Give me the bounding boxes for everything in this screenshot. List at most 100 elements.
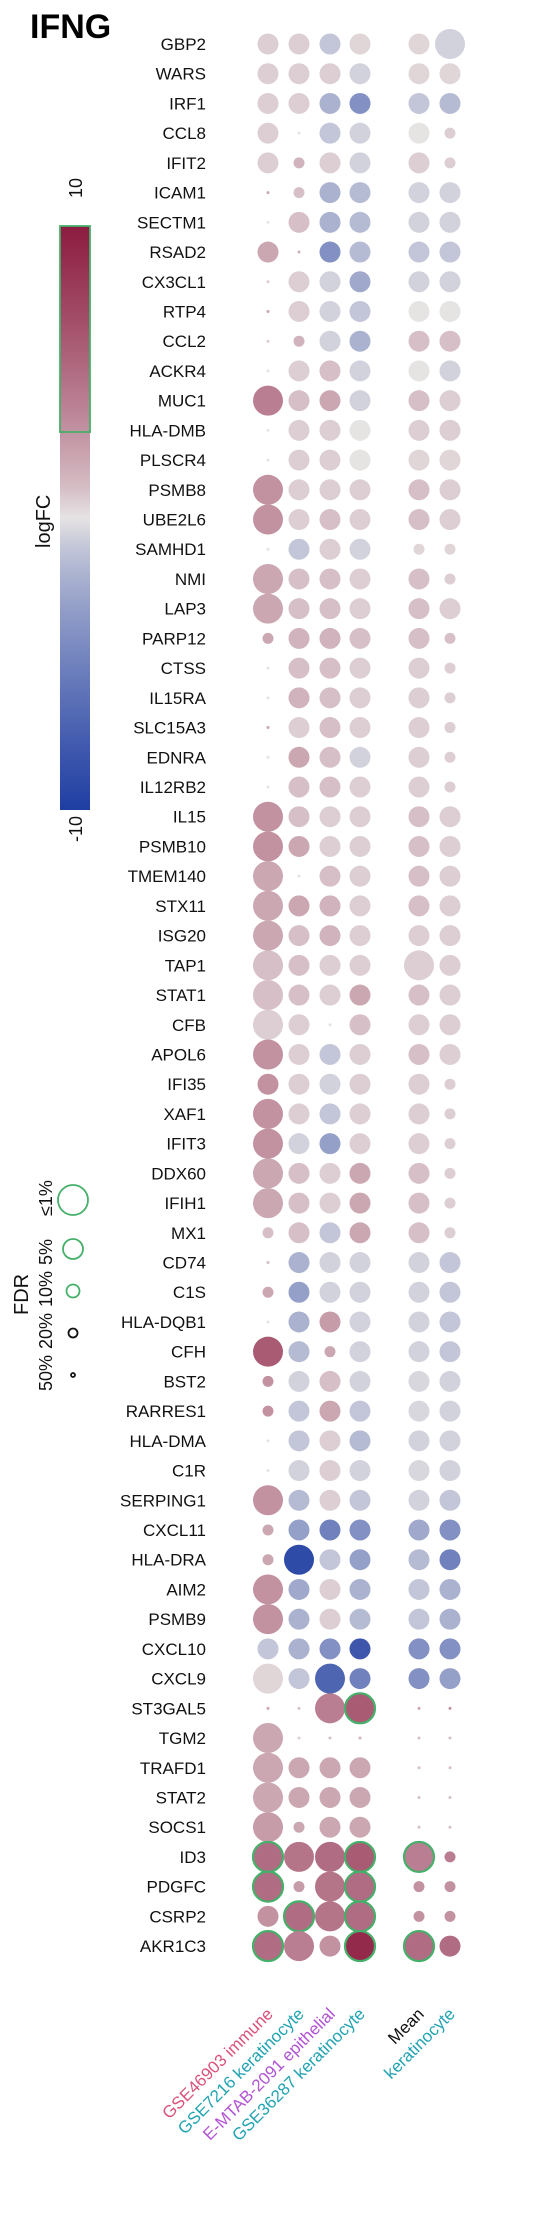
dot-il15ra-col4: [349, 687, 371, 709]
dot-ednra-col6: [444, 751, 456, 763]
dot-trafd1-col3: [319, 1757, 341, 1779]
dot-lap3-col3: [319, 598, 341, 620]
dot-hla-dma-col1: [266, 1439, 270, 1443]
dot-isg20-col3: [319, 925, 341, 947]
dot-stx11-col1: [253, 890, 283, 921]
dot-wars-col4: [349, 63, 371, 85]
dot-ifit3-col5: [408, 1133, 430, 1155]
dot-st3gal5-col2: [297, 1706, 301, 1710]
dot-ackr4-col3: [319, 360, 341, 382]
dot-csrp2-col5: [413, 1910, 425, 1922]
dot-tap1-col2: [288, 954, 310, 976]
dot-ddx60-col3: [319, 1162, 341, 1184]
dot-cx3cl1-col3: [319, 271, 341, 293]
dot-akr1c3-col4: [343, 1929, 377, 1963]
dot-rarres1-col3: [319, 1400, 341, 1422]
dot-bst2-col3: [319, 1370, 341, 1392]
dot-irf1-col6: [439, 92, 461, 114]
dot-sectm1-col3: [319, 211, 341, 233]
dot-ctss-col5: [408, 657, 430, 679]
dot-cd74-col1: [266, 1261, 270, 1265]
dot-ccl2-col4: [349, 330, 371, 352]
dot-samhd1-col4: [349, 538, 371, 560]
dot-ccl2-col2: [293, 335, 305, 347]
dot-cfb-col3: [328, 1023, 332, 1027]
dot-nmi-col2: [288, 568, 310, 590]
dot-apol6-col3: [319, 1043, 341, 1065]
colorbar-significance-box: [59, 225, 91, 433]
gene-label: IRF1: [169, 94, 206, 113]
dot-socs1-col4: [349, 1816, 371, 1838]
dot-pdgfc-col3: [315, 1871, 345, 1902]
dot-ifih1-col3: [319, 1192, 341, 1214]
dot-apol6-col5: [408, 1043, 430, 1065]
dot-icam1-col3: [319, 182, 341, 204]
gene-label: AKR1C3: [140, 1937, 206, 1956]
gene-label: XAF1: [163, 1105, 206, 1124]
fdr-legend-circle: [67, 1327, 79, 1339]
colorbar-min-label: -10: [66, 816, 86, 842]
dot-st3gal5-col4: [343, 1692, 377, 1725]
dot-rarres1-col2: [288, 1400, 310, 1422]
gene-label: CCL8: [163, 124, 206, 143]
dot-cxcl10-col5: [408, 1638, 430, 1660]
dot-mx1-col6: [444, 1227, 456, 1239]
dot-id3-col3: [315, 1841, 345, 1872]
fdr-legend-label: 5%: [36, 1239, 56, 1265]
dot-ifit3-col3: [319, 1133, 341, 1155]
dot-id3-col1: [251, 1840, 285, 1874]
dot-trafd1-col6: [448, 1766, 452, 1770]
dot-psmb9-col2: [288, 1608, 310, 1630]
dot-psmb8-col1: [253, 474, 283, 505]
gene-label: CXCL9: [151, 1670, 206, 1689]
dot-ifi35-col5: [408, 1073, 430, 1095]
dot-hla-dmb-col2: [288, 419, 310, 441]
dot-muc1-col2: [288, 390, 310, 412]
dot-serping1-col2: [288, 1489, 310, 1511]
gene-label: ISG20: [158, 927, 206, 946]
dot-pdgfc-col1: [251, 1870, 285, 1903]
dot-slc15a3-col3: [319, 717, 341, 739]
dot-ifih1-col6: [444, 1197, 456, 1209]
dot-il15-col2: [288, 806, 310, 828]
dot-cxcl9-col6: [439, 1668, 461, 1690]
dot-parp12-col1: [262, 632, 274, 644]
dot-icam1-col4: [349, 182, 371, 204]
dot-apol6-col2: [288, 1043, 310, 1065]
dot-ifi35-col3: [319, 1073, 341, 1095]
dot-ube2l6-col6: [439, 509, 461, 531]
gene-label: CFB: [172, 1016, 206, 1035]
dot-sectm1-col4: [349, 211, 371, 233]
dot-ctss-col4: [349, 657, 371, 679]
dot-tmem140-col3: [319, 865, 341, 887]
dot-ube2l6-col3: [319, 509, 341, 531]
dot-ifit3-col6: [444, 1138, 456, 1150]
dot-ube2l6-col1: [253, 504, 283, 535]
dot-xaf1-col5: [408, 1103, 430, 1125]
dot-icam1-col2: [293, 187, 305, 199]
dot-muc1-col6: [439, 390, 461, 412]
dot-psmb8-col3: [319, 479, 341, 501]
dot-il15-col1: [253, 801, 283, 832]
dot-c1s-col6: [439, 1281, 461, 1303]
dot-hla-dra-col5: [408, 1549, 430, 1571]
dot-ifi35-col1: [257, 1073, 279, 1095]
dot-akr1c3-col2: [284, 1931, 314, 1962]
dot-ddx60-col2: [288, 1162, 310, 1184]
gene-label: CTSS: [161, 659, 206, 678]
gene-label: BST2: [163, 1372, 206, 1391]
dot-trafd1-col4: [349, 1757, 371, 1779]
dot-hla-dma-col3: [319, 1430, 341, 1452]
dot-id3-col4: [343, 1840, 377, 1874]
dot-c1s-col4: [349, 1281, 371, 1303]
dot-il15ra-col1: [266, 696, 270, 700]
dot-xaf1-col6: [444, 1108, 456, 1120]
dot-cxcl11-col6: [439, 1519, 461, 1541]
dot-hla-dqb1-col2: [288, 1311, 310, 1333]
dot-ctss-col2: [288, 657, 310, 679]
dot-psmb10-col6: [439, 835, 461, 857]
gene-label: C1R: [172, 1462, 206, 1481]
dot-psmb9-col4: [349, 1608, 371, 1630]
dot-stat2-col5: [417, 1795, 421, 1799]
dot-slc15a3-col5: [408, 717, 430, 739]
